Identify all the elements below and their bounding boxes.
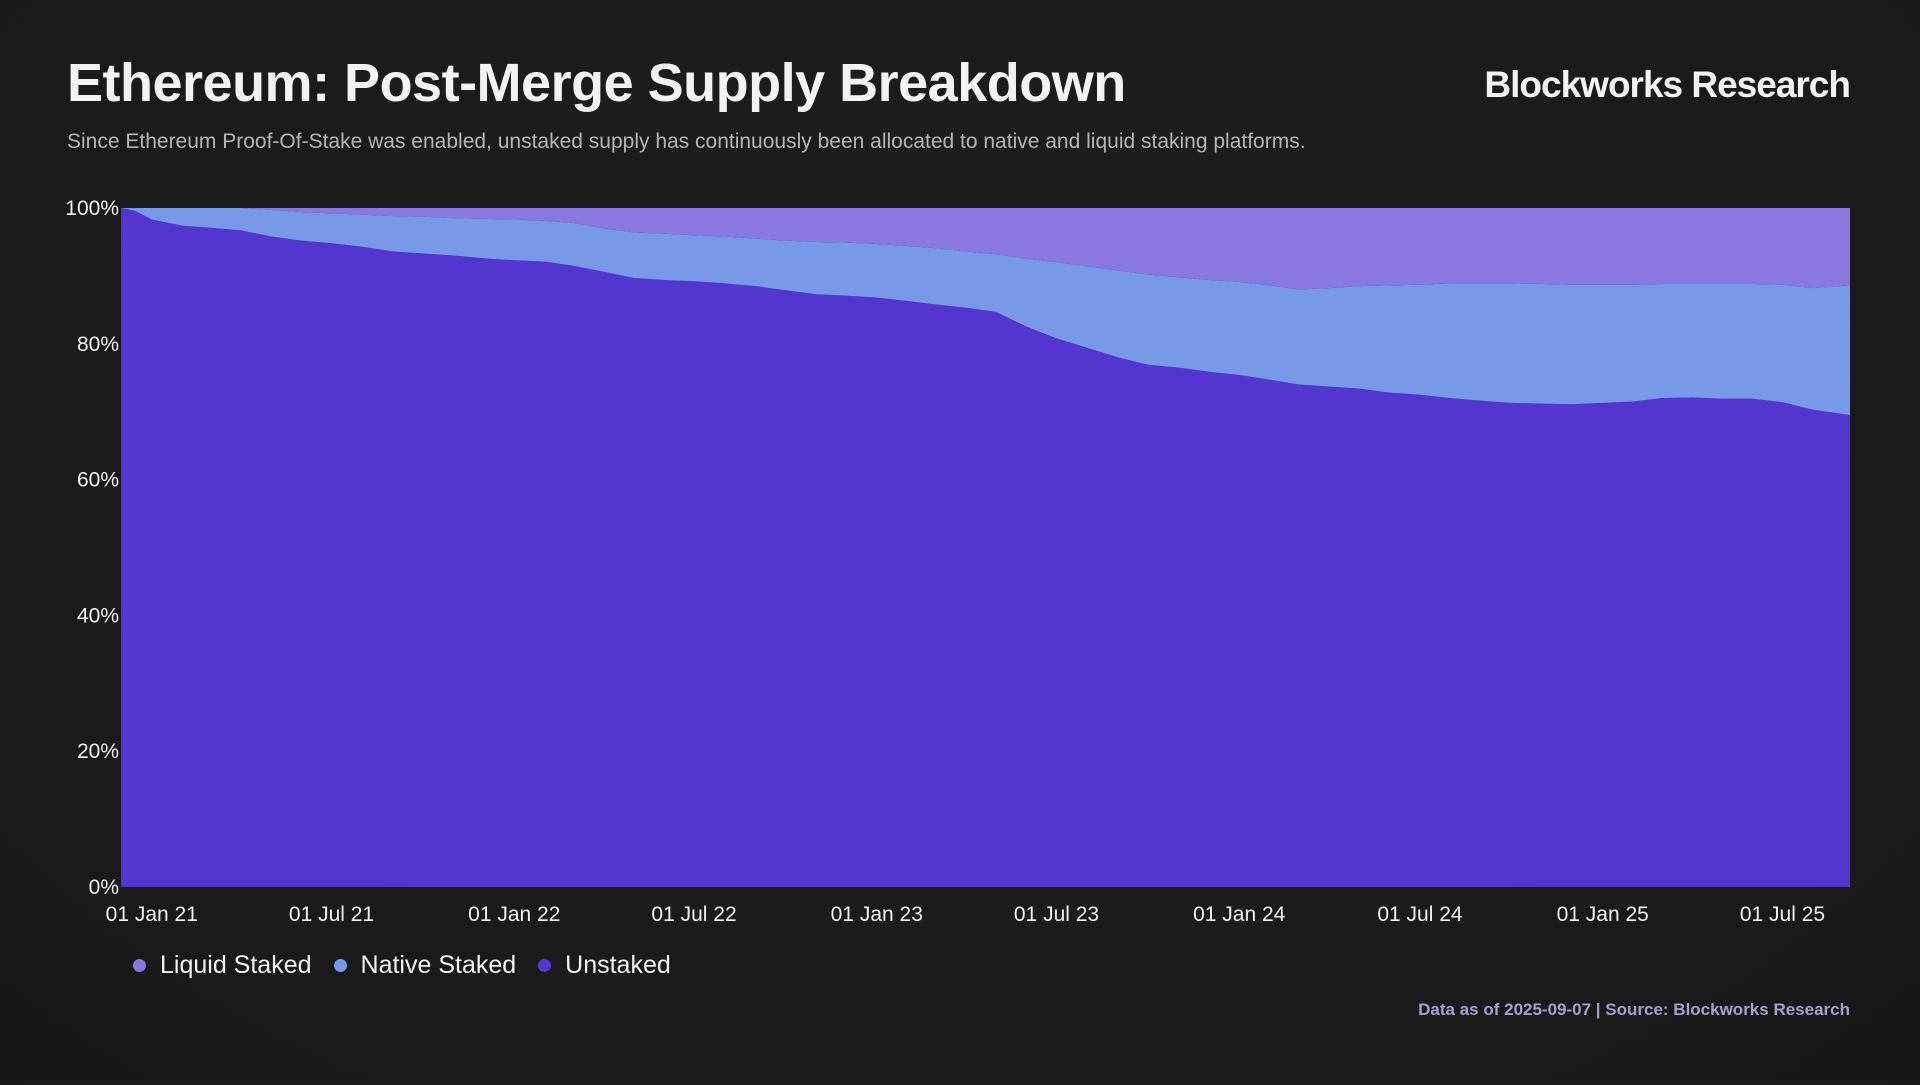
- legend-dot-liquid-staked: [133, 959, 146, 972]
- y-tick-label: 80%: [77, 333, 119, 356]
- x-tick-label: 01 Jan 24: [1193, 903, 1286, 926]
- source-note: Data as of 2025-09-07 | Source: Blockwor…: [1418, 1000, 1850, 1019]
- x-tick-label: 01 Jul 23: [1014, 903, 1099, 926]
- legend-dot-unstaked: [538, 959, 552, 972]
- x-tick-label: 01 Jul 25: [1740, 903, 1825, 926]
- x-tick-label: 01 Jul 21: [289, 903, 374, 926]
- legend-item-liquid-staked[interactable]: Liquid Staked: [133, 951, 312, 980]
- y-tick-label: 40%: [77, 604, 119, 627]
- y-tick-label: 60%: [77, 469, 119, 492]
- area-unstaked[interactable]: [121, 208, 1850, 887]
- x-tick-label: 01 Jul 22: [651, 903, 736, 926]
- area-liquid-staked[interactable]: [121, 208, 1850, 290]
- y-tick-label: 100%: [65, 197, 119, 220]
- area-native-staked[interactable]: [121, 208, 1850, 416]
- y-tick-label: 0%: [89, 876, 119, 899]
- chart-subtitle: Since Ethereum Proof-Of-Stake was enable…: [67, 130, 1306, 153]
- legend-label-unstaked: Unstaked: [565, 951, 671, 979]
- legend-label-native-staked: Native Staked: [360, 951, 517, 979]
- legend: Liquid Staked Native Staked Unstaked: [133, 951, 671, 980]
- x-tick-label: 01 Jan 22: [468, 903, 560, 926]
- x-tick-label: 01 Jul 24: [1377, 903, 1463, 926]
- legend-item-native-staked[interactable]: Native Staked: [333, 951, 517, 980]
- legend-label-liquid-staked: Liquid Staked: [160, 951, 312, 979]
- y-tick-label: 20%: [77, 740, 119, 763]
- x-tick-label: 01 Jan 23: [831, 903, 923, 926]
- chart-title: Ethereum: Post-Merge Supply Breakdown: [67, 53, 1126, 113]
- legend-item-unstaked[interactable]: Unstaked: [538, 951, 671, 980]
- brand-logo: Blockworks Research: [1484, 64, 1851, 105]
- x-tick-label: 01 Jan 21: [106, 903, 198, 926]
- legend-dot-native-staked: [333, 959, 347, 972]
- x-tick-label: 01 Jan 25: [1557, 903, 1649, 926]
